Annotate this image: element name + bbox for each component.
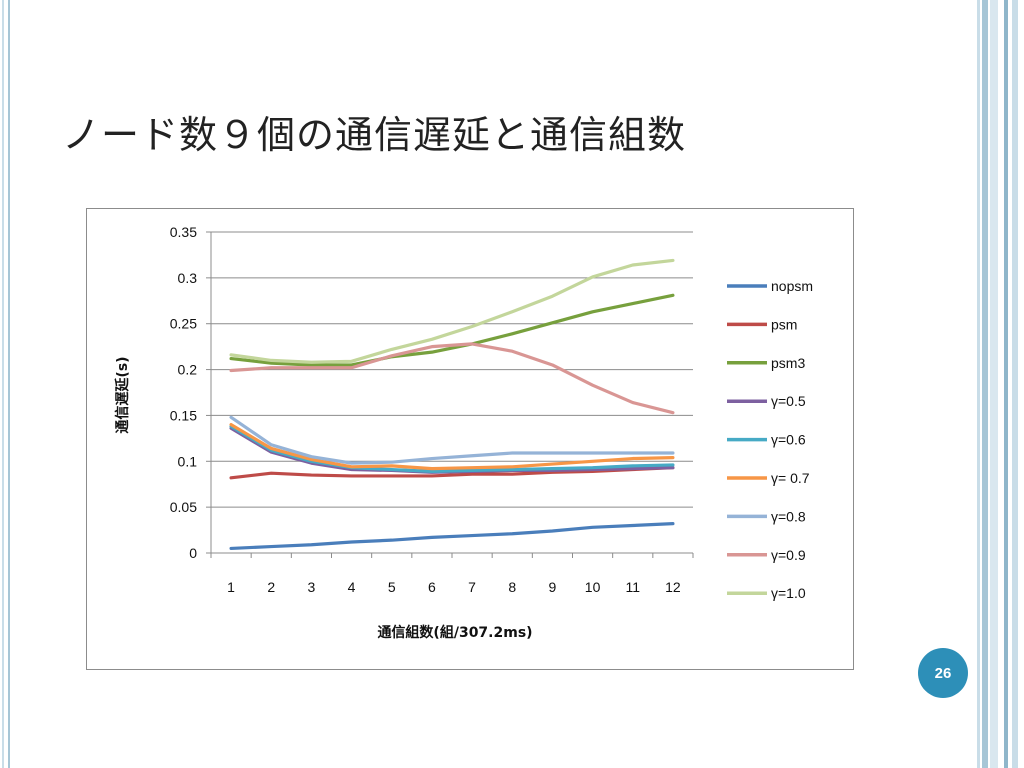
legend-label: γ=0.5 xyxy=(771,393,806,409)
x-tick-label: 3 xyxy=(308,579,316,595)
left-border-decoration xyxy=(0,0,10,768)
legend-label: γ= 0.7 xyxy=(771,470,810,486)
x-tick-label: 2 xyxy=(267,579,275,595)
x-tick-label: 11 xyxy=(625,579,640,595)
y-tick-label: 0.35 xyxy=(170,224,197,240)
line-chart: 00.050.10.150.20.250.30.351 2 3 4 5 6 7 8 9 10 11 1… xyxy=(114,224,813,641)
axes: 00.050.10.150.20.250.30.351 2 3 4 5 6 7 8 9 10 11 1… xyxy=(170,224,694,595)
x-tick-label: 7 xyxy=(468,579,476,595)
legend-label: γ=0.6 xyxy=(771,432,806,448)
x-tick-label: 4 xyxy=(348,579,356,595)
y-axis-title: 通信遅延(s) xyxy=(114,356,131,433)
x-tick-label: 10 xyxy=(585,579,601,595)
x-tick-label: 12 xyxy=(665,579,681,595)
legend-label: nopsm xyxy=(771,278,813,294)
series-line xyxy=(229,466,675,480)
legend-label: psm3 xyxy=(771,355,805,371)
series-line xyxy=(229,423,675,471)
series-line xyxy=(229,293,675,367)
y-tick-label: 0.15 xyxy=(170,407,197,423)
series-line xyxy=(229,424,675,473)
series-lines xyxy=(229,258,675,551)
x-tick-label: 9 xyxy=(549,579,557,595)
legend-label: γ=0.8 xyxy=(771,508,806,524)
y-tick-label: 0.25 xyxy=(170,316,197,332)
legend-label: γ=1.0 xyxy=(771,585,806,601)
page-number-badge: 26 xyxy=(918,648,968,698)
legend: nopsm psm psm3 γ=0.5 γ=0.6 γ= 0.7 γ=0.8 γ=0.9 γ=… xyxy=(727,278,813,601)
x-tick-label: 5 xyxy=(388,579,396,595)
legend-label: psm xyxy=(771,316,797,332)
y-tick-label: 0.05 xyxy=(170,499,197,515)
chart-frame: 0 0.05 0.1 0.15 0.2 0.25 0.3 0.35 1 2 3 4 5 6 7 8 9 10 11 1… xyxy=(86,208,854,670)
x-tick-label: 6 xyxy=(428,579,436,595)
gridlines xyxy=(211,231,693,508)
series-line xyxy=(229,258,675,364)
slide-title: ノード数９個の通信遅延と通信組数 xyxy=(62,113,687,157)
y-tick-label: 0.2 xyxy=(178,362,198,378)
series-line xyxy=(229,342,675,415)
right-stripe-decoration xyxy=(974,0,1024,768)
x-tick-label: 8 xyxy=(508,579,516,595)
legend-label: γ=0.9 xyxy=(771,547,806,563)
x-tick-label: 1 xyxy=(227,579,235,595)
x-axis-title: 通信組数(組/307.2ms) xyxy=(377,624,532,641)
y-tick-label: 0 xyxy=(189,545,197,561)
y-tick-label: 0.1 xyxy=(178,453,198,469)
y-tick-label: 0.3 xyxy=(178,270,198,286)
series-line xyxy=(229,415,675,465)
series-line xyxy=(229,522,675,551)
